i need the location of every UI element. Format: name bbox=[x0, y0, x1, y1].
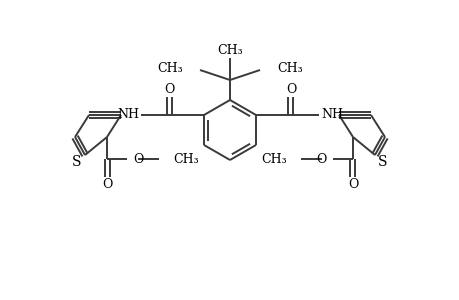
Text: O: O bbox=[163, 82, 174, 95]
Text: CH₃: CH₃ bbox=[261, 152, 286, 166]
Text: O: O bbox=[347, 178, 358, 191]
Text: NH: NH bbox=[320, 107, 342, 121]
Text: O: O bbox=[285, 82, 296, 95]
Text: O: O bbox=[316, 152, 326, 166]
Text: CH₃: CH₃ bbox=[157, 61, 183, 74]
Text: O: O bbox=[101, 178, 112, 191]
Text: CH₃: CH₃ bbox=[217, 44, 242, 56]
Text: S: S bbox=[377, 155, 387, 169]
Text: S: S bbox=[72, 155, 82, 169]
Text: O: O bbox=[133, 152, 143, 166]
Text: CH₃: CH₃ bbox=[276, 61, 302, 74]
Text: CH₃: CH₃ bbox=[173, 152, 198, 166]
Text: NH: NH bbox=[117, 107, 139, 121]
